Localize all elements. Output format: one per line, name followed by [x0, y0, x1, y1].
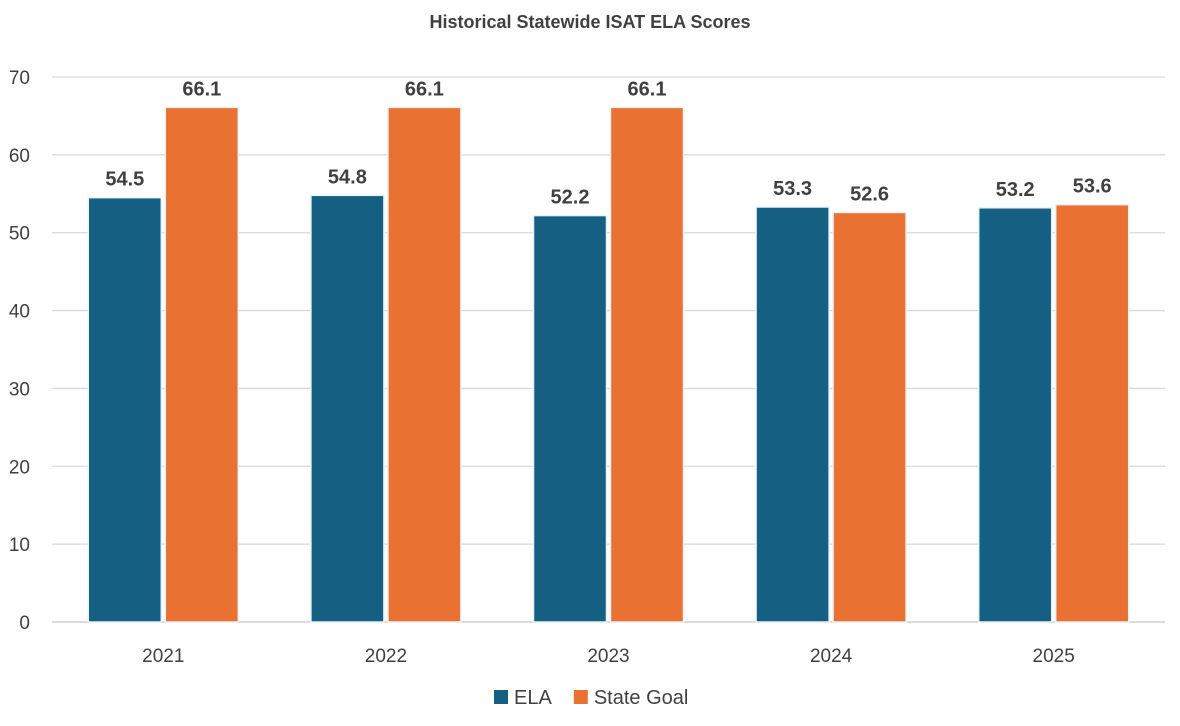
bar-state-goal-2025: [1054, 203, 1130, 623]
bar-ela-2025: [977, 207, 1053, 623]
legend-label: ELA: [514, 687, 552, 709]
data-label: 53.3: [773, 178, 812, 200]
legend: ELA State Goal: [494, 687, 688, 709]
y-tick-label: 70: [9, 68, 30, 89]
bar-ela-2021: [87, 196, 163, 623]
data-label: 54.5: [105, 169, 144, 191]
data-label: 52.2: [551, 187, 590, 209]
x-tick-label: 2025: [1033, 646, 1075, 667]
x-tick-label: 2024: [810, 646, 853, 667]
data-label: 53.6: [1073, 176, 1112, 198]
y-axis: 0 10 20 30 40 50 60 70: [9, 68, 30, 634]
bar-state-goal-2021: [164, 106, 240, 623]
bar-ela-2024: [755, 206, 830, 623]
data-label: 53.2: [996, 179, 1035, 201]
bars: 54.5 66.1 54.8 66.1 52.2 66.1 53.3 52.6 53.2 53.6: [87, 78, 1130, 623]
bar-state-goal-2024: [832, 211, 907, 623]
data-label: 66.1: [182, 78, 221, 100]
legend-swatch: [494, 690, 508, 704]
y-tick-label: 0: [19, 613, 30, 634]
legend-label: State Goal: [594, 687, 689, 709]
data-label: 54.8: [328, 166, 367, 188]
chart-title: Historical Statewide ISAT ELA Scores: [429, 12, 750, 32]
data-label: 66.1: [628, 78, 667, 100]
y-tick-label: 10: [9, 535, 30, 556]
bar-state-goal-2022: [387, 106, 462, 623]
y-tick-label: 50: [9, 224, 30, 245]
y-tick-label: 20: [9, 457, 30, 478]
data-label: 52.6: [850, 183, 889, 205]
y-tick-label: 30: [9, 379, 30, 400]
x-axis: 2021 2022 2023 2024 2025: [142, 646, 1075, 667]
legend-swatch: [573, 690, 588, 704]
y-tick-label: 60: [9, 146, 30, 167]
x-tick-label: 2023: [587, 646, 629, 667]
y-tick-label: 40: [9, 302, 30, 323]
data-label: 66.1: [405, 78, 444, 100]
x-tick-label: 2021: [142, 646, 184, 667]
bar-state-goal-2023: [609, 106, 685, 623]
bar-ela-2022: [310, 194, 385, 623]
bar-ela-2023: [532, 214, 608, 623]
x-tick-label: 2022: [365, 646, 407, 667]
